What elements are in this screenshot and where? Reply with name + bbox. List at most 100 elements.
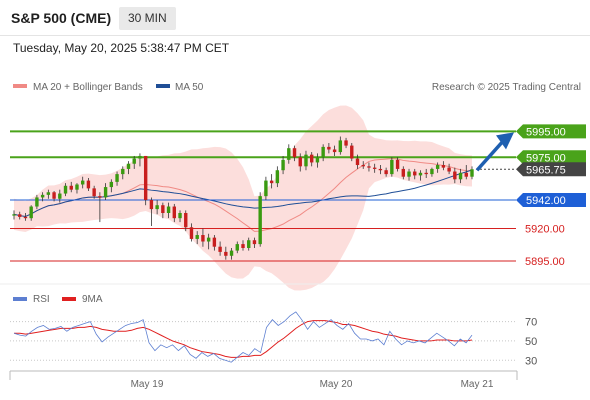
candle-body-54 [321, 146, 325, 158]
candle-body-11 [75, 184, 79, 190]
ma9-line [14, 320, 473, 358]
candle-body-53 [315, 157, 320, 163]
candle-body-50 [298, 157, 302, 167]
level-tag-1 [516, 150, 586, 165]
candle-body-36 [218, 246, 222, 252]
candle-body-30 [184, 213, 188, 228]
candle-body-8 [58, 193, 62, 199]
ma9-legend-swatch [62, 297, 76, 301]
candle-body-25 [155, 205, 159, 210]
candle-body-32 [195, 235, 199, 239]
candle-body-56 [332, 149, 337, 153]
candle-body-73 [430, 168, 434, 175]
candle-body-80 [470, 169, 474, 177]
candle-body-29 [178, 213, 182, 219]
candle-body-31 [189, 227, 194, 239]
candle-body-34 [206, 237, 211, 242]
candle-body-51 [304, 154, 308, 167]
candle-body-60 [355, 158, 360, 166]
candle-body-45 [269, 180, 274, 184]
timestamp: Tuesday, May 20, 2025 5:38:47 PM CET [13, 41, 230, 55]
candle-body-61 [361, 165, 365, 167]
candle-body-68 [401, 168, 405, 177]
candle-body-64 [378, 168, 383, 171]
rsi-line [13, 311, 473, 363]
x-tick-may21: May 21 [461, 379, 494, 390]
candle-body-41 [247, 240, 251, 248]
interval-button[interactable]: 30 MIN [119, 7, 176, 30]
candle-body-70 [413, 171, 417, 176]
candle-body-15 [98, 196, 102, 198]
bollinger-band-area [14, 105, 472, 291]
ma20-legend-swatch [13, 84, 27, 88]
candle-body-75 [441, 165, 446, 168]
level-label-3: 5942.00 [526, 195, 566, 207]
candle-body-21 [132, 158, 136, 164]
ma50-legend-label: MA 50 [175, 82, 204, 93]
level-label-4: 5920.00 [525, 224, 565, 236]
candle-body-39 [235, 244, 239, 251]
candle-body-4 [35, 197, 39, 207]
rsi-panel: 70 50 30 [10, 311, 537, 367]
candle-body-62 [367, 166, 371, 168]
candle-body-57 [338, 140, 343, 153]
price-levels [10, 130, 516, 262]
bollinger-band [14, 105, 472, 291]
x-tick-may19: May 19 [131, 379, 164, 390]
candle-body-1 [18, 214, 22, 217]
ma20-legend-label: MA 20 + Bollinger Bands [33, 82, 143, 93]
ma50-line [13, 169, 473, 217]
candle-body-49 [292, 148, 297, 158]
candle-body-44 [264, 180, 268, 197]
candlesticks [12, 136, 474, 260]
candle-body-42 [252, 240, 257, 245]
candle-body-5 [40, 194, 45, 198]
candle-body-22 [138, 155, 142, 159]
candle-body-10 [69, 185, 73, 190]
level-tag-3 [516, 193, 586, 208]
candle-body-52 [310, 154, 314, 163]
candle-body-27 [166, 206, 171, 213]
candle-body-58 [344, 140, 348, 146]
rsi-legend-swatch [13, 297, 27, 301]
candle-body-72 [424, 172, 428, 175]
symbol-title: S&P 500 (CME) [11, 10, 112, 26]
level-label-5: 5895.00 [525, 256, 565, 268]
candle-body-63 [372, 167, 377, 169]
candle-body-74 [435, 165, 440, 169]
candle-body-3 [29, 206, 33, 219]
candle-body-59 [350, 145, 354, 159]
candle-body-71 [418, 172, 423, 176]
level-label-2: 5965.75 [526, 164, 566, 176]
top-bar: S&P 500 (CME) 30 MIN [0, 0, 590, 36]
candle-body-6 [46, 192, 51, 195]
rsi-legend-label: RSI [33, 294, 50, 305]
credit-text: Research © 2025 Trading Central [432, 82, 581, 93]
moving-averages [13, 158, 473, 232]
level-tag-2 [516, 162, 586, 177]
candle-body-17 [109, 181, 114, 188]
candle-body-20 [126, 163, 131, 169]
candle-body-48 [287, 148, 291, 160]
candle-body-19 [121, 168, 125, 175]
candle-body-69 [407, 171, 411, 177]
candle-body-0 [12, 214, 16, 216]
candle-body-55 [327, 146, 331, 150]
arrow-shaft [475, 141, 504, 172]
candle-body-38 [229, 250, 234, 256]
ma9-legend-label: 9MA [82, 294, 103, 305]
candle-body-13 [86, 180, 91, 189]
candle-body-9 [63, 185, 68, 194]
candle-body-76 [447, 167, 451, 172]
level-label-0: 5995.00 [526, 126, 566, 138]
candle-body-78 [458, 172, 463, 180]
rsi-tick-70: 70 [525, 317, 537, 329]
candle-body-23 [143, 155, 148, 201]
candle-body-26 [161, 205, 165, 213]
candle-body-79 [464, 172, 468, 177]
rsi-tick-50: 50 [525, 336, 537, 348]
candle-body-14 [92, 188, 96, 197]
candle-body-77 [453, 171, 457, 180]
